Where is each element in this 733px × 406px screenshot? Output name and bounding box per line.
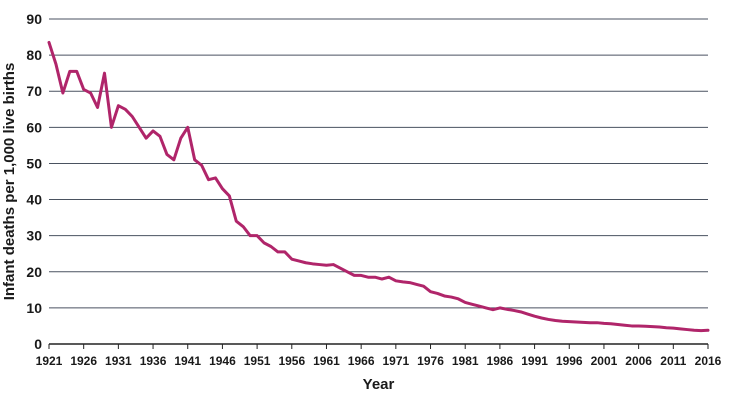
x-tick-label-1936: 1936 (140, 354, 167, 368)
x-tick-label-1971: 1971 (382, 354, 409, 368)
x-tick-label-1926: 1926 (70, 354, 97, 368)
series-line-0 (47, 40, 710, 333)
y-tick-label-40: 40 (26, 192, 42, 208)
x-tick-label-1991: 1991 (521, 354, 548, 368)
x-tick-label-2016: 2016 (695, 354, 722, 368)
x-axis-title: Year (363, 376, 395, 393)
y-tick-label-80: 80 (26, 47, 42, 63)
series-layer (47, 40, 710, 333)
y-axis-title: Infant deaths per 1,000 live births (1, 63, 18, 301)
x-tick-label-2006: 2006 (625, 354, 652, 368)
x-tick-label-1941: 1941 (174, 354, 201, 368)
y-tick-label-60: 60 (26, 119, 42, 135)
x-tick-label-1976: 1976 (417, 354, 444, 368)
x-tick-label-2011: 2011 (660, 354, 686, 368)
x-tick-label-1921: 1921 (36, 354, 63, 368)
x-tick-label-1966: 1966 (348, 354, 375, 368)
y-tick-label-0: 0 (34, 336, 42, 352)
x-tick-label-1946: 1946 (209, 354, 236, 368)
x-tick-label-1956: 1956 (278, 354, 305, 368)
y-tick-label-90: 90 (26, 11, 42, 27)
x-tick-label-1981: 1981 (452, 354, 479, 368)
x-tick-label-1961: 1961 (313, 354, 340, 368)
x-axis-ticks: 1921 1926 1931 1936 1941 1946 1951 1956 1961 1966… (36, 344, 722, 368)
x-tick-label-1931: 1931 (105, 354, 132, 368)
y-tick-label-10: 10 (26, 300, 42, 316)
x-tick-label-1996: 1996 (556, 354, 583, 368)
x-tick-label-1951: 1951 (244, 354, 271, 368)
y-axis-tick-labels: 0 10 20 30 40 50 60 70 80 90 (26, 11, 42, 352)
grid-lines (49, 18, 708, 309)
y-tick-label-20: 20 (26, 264, 42, 280)
y-tick-label-50: 50 (26, 155, 42, 171)
y-tick-label-30: 30 (26, 228, 42, 244)
x-tick-label-1986: 1986 (487, 354, 514, 368)
x-tick-label-2001: 2001 (591, 354, 618, 368)
y-tick-label-70: 70 (26, 83, 42, 99)
